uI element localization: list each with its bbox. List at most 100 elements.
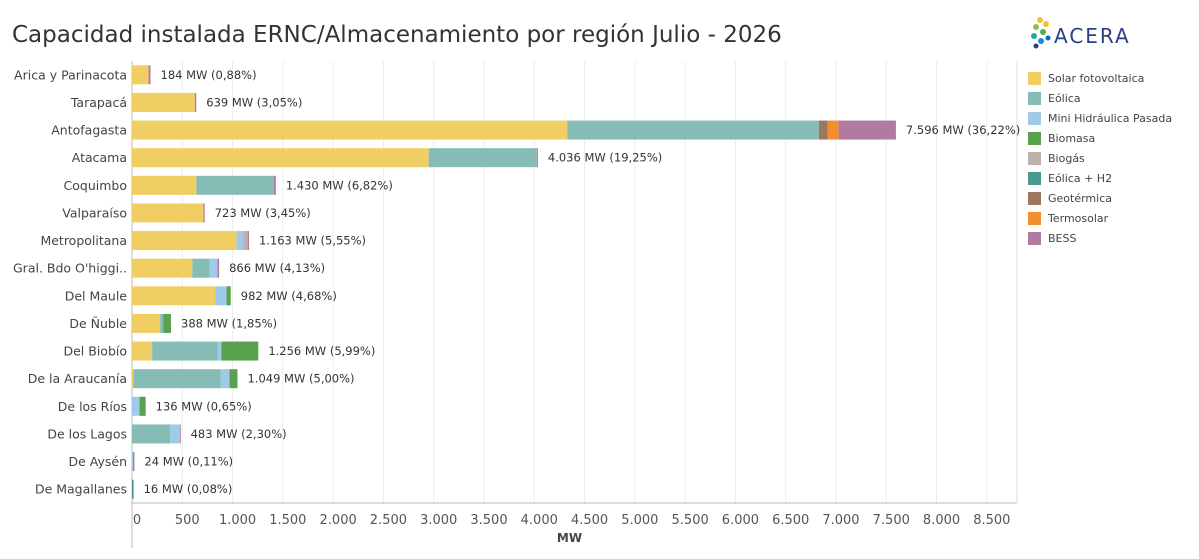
bar-segment [215, 286, 227, 306]
category-label: De los Ríos [58, 399, 127, 414]
bar-segment [163, 313, 172, 333]
x-tick-label: 4.000 [521, 513, 558, 528]
bar-segment [132, 341, 153, 361]
category-label: Gral. Bdo O'higgi.. [13, 261, 127, 276]
category-label: De Ñuble [69, 316, 127, 331]
bar-chart: 0 500 1.000 1.500 2.000 2.500 3.000 3.500 4.000 4… [13, 61, 1020, 548]
legend-item[interactable]: Biomasa [1028, 128, 1172, 148]
legend-item[interactable]: Mini Hidráulica Pasada [1028, 108, 1172, 128]
x-tick-label: 500 [175, 513, 200, 528]
category-label: Del Biobío [63, 344, 127, 359]
x-tick-label: 8.000 [923, 513, 960, 528]
bar-segment [132, 92, 195, 112]
bar-segment [236, 231, 244, 251]
data-label: 4.036 MW (19,25%) [548, 151, 662, 165]
bar-segment [179, 424, 181, 444]
legend-swatch [1028, 91, 1041, 105]
logo-text: ACERA [1054, 24, 1131, 48]
legend-item[interactable]: BESS [1028, 228, 1172, 248]
x-tick-label: 8.500 [973, 513, 1010, 528]
bar-segment [133, 452, 135, 472]
bar-segment [838, 120, 896, 140]
category-label: Arica y Parinacota [14, 67, 127, 82]
bar-segment [160, 313, 164, 333]
data-label: 866 MW (4,13%) [229, 261, 325, 275]
x-tick-label: 1.000 [219, 513, 256, 528]
bar-segment [428, 148, 537, 168]
bar-segment [220, 369, 230, 389]
data-label: 388 MW (1,85%) [181, 316, 277, 330]
data-label: 1.163 MW (5,55%) [259, 234, 366, 248]
legend-item[interactable]: Termosolar [1028, 208, 1172, 228]
bar-segment [132, 479, 134, 499]
legend-item[interactable]: Biogás [1028, 148, 1172, 168]
bar-segment [203, 203, 205, 223]
x-tick-label: 6.500 [772, 513, 809, 528]
category-label: De la Araucanía [28, 371, 127, 386]
legend-label: Eólica + H2 [1048, 171, 1113, 185]
legend-swatch [1028, 211, 1041, 225]
legend-item[interactable]: Eólica [1028, 88, 1172, 108]
x-tick-label: 2.000 [320, 513, 357, 528]
data-label: 723 MW (3,45%) [215, 206, 311, 220]
bar-segment [152, 341, 218, 361]
x-tick-label: 3.500 [470, 513, 507, 528]
legend-item[interactable]: Solar fotovoltaica [1028, 68, 1172, 88]
data-label: 1.049 MW (5,00%) [247, 372, 354, 386]
category-label: Antofagasta [51, 123, 127, 138]
legend-swatch [1028, 111, 1041, 125]
data-label: 16 MW (0,08%) [144, 482, 233, 496]
category-label: Valparaíso [62, 205, 127, 220]
data-label: 639 MW (3,05%) [206, 95, 302, 109]
bar-segment [226, 286, 231, 306]
bar-segment [192, 258, 210, 278]
bar-segment [132, 175, 197, 195]
x-tick-label: 5.500 [672, 513, 709, 528]
bar-segment [132, 452, 134, 472]
legend-swatch [1028, 131, 1041, 145]
category-label: Tarapacá [70, 95, 127, 110]
bar-segment [132, 65, 149, 85]
legend-swatch [1028, 231, 1041, 245]
legend-swatch [1028, 151, 1041, 165]
legend-swatch [1028, 191, 1041, 205]
bar-segment [194, 92, 197, 112]
bar-segment [818, 120, 828, 140]
legend-label: Termosolar [1048, 211, 1109, 225]
data-label: 1.256 MW (5,99%) [268, 344, 375, 358]
bar-segment [132, 313, 161, 333]
x-tick-label: 5.000 [621, 513, 658, 528]
bar-segment [132, 286, 216, 306]
bar-segment [567, 120, 819, 140]
bar-segment [247, 231, 249, 251]
x-tick-label: 7.000 [822, 513, 859, 528]
bar-segment [132, 369, 134, 389]
legend-item[interactable]: Eólica + H2 [1028, 168, 1172, 188]
bar-segment [148, 65, 151, 85]
legend: Solar fotovoltaica Eólica Mini Hidráulica … [1028, 68, 1172, 248]
bar-segment [273, 175, 276, 195]
bar-segment [132, 424, 171, 444]
legend-item[interactable]: Geotérmica [1028, 188, 1172, 208]
bar-segment [217, 341, 222, 361]
x-tick-label: 1.500 [269, 513, 306, 528]
data-label: 136 MW (0,65%) [156, 399, 252, 413]
bar-segment [536, 148, 538, 168]
legend-label: Solar fotovoltaica [1048, 71, 1145, 85]
data-label: 184 MW (0,88%) [161, 68, 257, 82]
x-tick-label: 3.000 [420, 513, 457, 528]
x-tick-label: 2.500 [370, 513, 407, 528]
x-tick-label: 6.000 [722, 513, 759, 528]
legend-label: Biomasa [1048, 131, 1096, 145]
bar-segment [209, 258, 218, 278]
acera-logo-icon [1031, 17, 1051, 49]
category-label: Del Maule [65, 288, 128, 303]
data-label: 7.596 MW (36,22%) [906, 123, 1020, 137]
bar-segment [827, 120, 839, 140]
x-tick-label: 7.500 [873, 513, 910, 528]
bar-segment [132, 148, 429, 168]
bar-segment [243, 231, 248, 251]
bar-segment [132, 396, 140, 416]
chart-title: Capacidad instalada ERNC/Almacenamiento … [12, 22, 782, 48]
bar-segment [132, 258, 193, 278]
